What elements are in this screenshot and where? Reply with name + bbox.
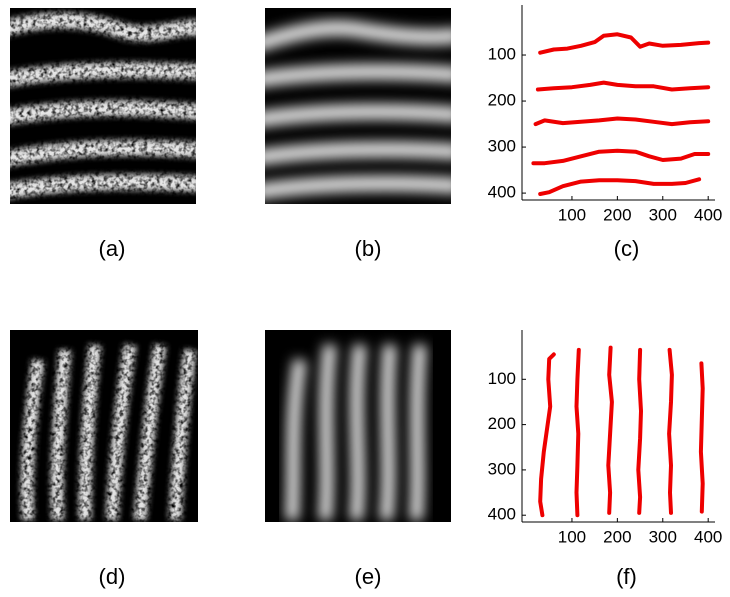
y-tick-label: 400 [488, 183, 516, 202]
x-tick-label: 100 [558, 205, 586, 224]
caption: (f) [616, 564, 637, 589]
y-tick-label: 100 [488, 369, 516, 388]
y-tick-label: 300 [488, 459, 516, 478]
image-d [10, 330, 198, 522]
image-a [10, 8, 196, 204]
x-tick-label: 400 [694, 527, 722, 546]
curve [538, 32, 711, 55]
y-tick-label: 100 [488, 45, 516, 64]
y-tick-label: 200 [488, 414, 516, 433]
x-tick-label: 400 [694, 205, 722, 224]
y-tick-label: 300 [488, 137, 516, 156]
curve [606, 345, 614, 515]
caption: (a) [99, 236, 126, 261]
y-tick-label: 200 [488, 91, 516, 110]
curve [538, 177, 702, 196]
x-tick-label: 300 [649, 205, 677, 224]
curve [636, 347, 643, 515]
image-e [265, 330, 451, 522]
curve [533, 116, 711, 127]
caption: (e) [355, 564, 382, 589]
x-tick-label: 300 [649, 527, 677, 546]
curve [538, 352, 556, 518]
curve [667, 347, 674, 515]
caption: (c) [614, 236, 640, 261]
curve [574, 347, 581, 518]
curve [535, 80, 711, 92]
image-b [265, 8, 451, 204]
x-tick-label: 200 [603, 527, 631, 546]
x-tick-label: 200 [603, 205, 631, 224]
x-tick-label: 100 [558, 527, 586, 546]
caption: (b) [355, 236, 382, 261]
caption: (d) [99, 564, 126, 589]
curve [698, 361, 705, 514]
y-tick-label: 400 [488, 505, 516, 524]
curve [531, 148, 711, 166]
